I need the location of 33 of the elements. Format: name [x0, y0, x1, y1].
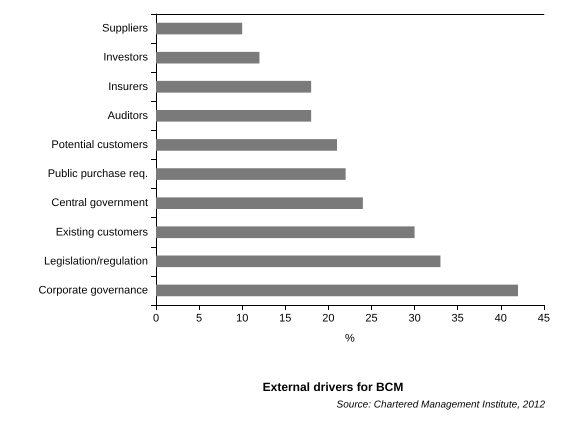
- x-tick-label: 10: [236, 312, 248, 324]
- y-tick-label: Investors: [103, 52, 148, 64]
- x-tick-label: 15: [279, 312, 292, 324]
- x-tick-label: 45: [538, 312, 550, 324]
- x-tick-label: 40: [494, 312, 507, 324]
- y-tick-label: Public purchase req.: [48, 168, 148, 180]
- y-tick-label: Legislation/regulation: [44, 255, 148, 268]
- x-tick-label: 30: [408, 312, 421, 324]
- source-note: Source: Chartered Management Institute, 2012: [336, 400, 546, 410]
- bar: [156, 226, 415, 238]
- bar: [156, 110, 312, 122]
- x-axis-title: %: [345, 332, 356, 344]
- x-tick-label: 0: [152, 312, 160, 324]
- bar: [156, 168, 346, 180]
- bar: [156, 52, 260, 64]
- x-tick-label: 35: [452, 312, 464, 324]
- bar: [156, 22, 242, 34]
- y-tick-label: Corporate governance: [38, 284, 148, 296]
- x-tick-label: 20: [322, 312, 335, 324]
- y-tick-label: Central government: [51, 197, 148, 210]
- x-tick-label: 25: [365, 312, 378, 324]
- x-tick-label: 5: [196, 312, 202, 324]
- bar: [156, 197, 363, 209]
- y-tick-label: Suppliers: [102, 22, 148, 35]
- bar: [156, 256, 440, 268]
- bar: [156, 284, 518, 296]
- bar: [156, 139, 338, 151]
- y-tick-label: Existing customers: [56, 226, 148, 238]
- y-tick-label: Auditors: [108, 110, 148, 122]
- bar: [156, 80, 312, 93]
- text: External drivers for BCM: [262, 380, 404, 394]
- y-tick-label: Insurers: [108, 80, 148, 93]
- y-tick-label: Potential customers: [51, 138, 148, 151]
